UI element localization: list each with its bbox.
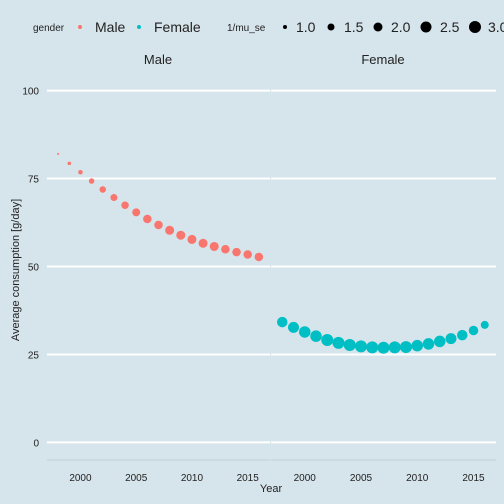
point-female xyxy=(480,320,489,329)
y-tick-label: 100 xyxy=(22,87,39,98)
point-female xyxy=(343,338,356,351)
y-tick-label: 0 xyxy=(33,438,39,449)
y-tick-label: 25 xyxy=(28,350,40,361)
legend-size-label-2: 1.5 xyxy=(344,19,364,35)
legend-size-key-2 xyxy=(327,23,335,31)
point-male xyxy=(57,152,60,155)
legend-size-key-5 xyxy=(469,21,481,33)
legend-size-label-5: 3.0 xyxy=(488,19,504,35)
x-tick-label: 2015 xyxy=(462,473,485,484)
legend-size-key-3 xyxy=(373,22,383,32)
y-axis-title: Average consumption [g/day] xyxy=(10,199,22,341)
point-female xyxy=(321,334,334,347)
legend: gender Male Female 1/mu_se 1.0 1.5 2.0 2… xyxy=(33,19,504,35)
facet-strip-female: Female xyxy=(361,52,404,67)
point-male xyxy=(67,161,72,166)
point-male xyxy=(78,169,83,175)
point-female xyxy=(411,339,423,352)
legend-size-title: 1/mu_se xyxy=(227,23,266,34)
point-male xyxy=(232,247,241,257)
point-male xyxy=(110,194,118,202)
point-male xyxy=(198,238,208,248)
point-female xyxy=(377,341,390,354)
legend-key-female xyxy=(137,25,141,29)
legend-size-label-4: 2.5 xyxy=(440,19,460,35)
point-male xyxy=(254,252,264,262)
x-tick-label: 2000 xyxy=(294,473,317,484)
x-axis-title: Year xyxy=(260,483,283,495)
point-male xyxy=(88,178,95,184)
point-female xyxy=(310,330,322,342)
legend-size-label-1: 1.0 xyxy=(296,19,316,35)
point-female xyxy=(332,336,345,349)
point-female xyxy=(445,333,457,345)
panel-female xyxy=(271,89,496,461)
point-male xyxy=(176,230,186,240)
point-male xyxy=(154,220,163,230)
point-male xyxy=(143,214,152,224)
x-tick-label: 2000 xyxy=(69,473,92,484)
point-female xyxy=(366,341,379,354)
point-female xyxy=(434,335,446,348)
point-female xyxy=(400,341,412,354)
point-female xyxy=(388,341,401,354)
legend-label-female: Female xyxy=(154,19,201,35)
point-male xyxy=(132,208,141,217)
point-female xyxy=(288,321,299,333)
legend-key-male xyxy=(78,25,82,29)
x-tick-label: 2015 xyxy=(237,473,260,484)
y-axis: 0 25 50 75 100 xyxy=(22,87,39,450)
x-tick-label: 2005 xyxy=(350,473,373,484)
point-male xyxy=(221,245,230,254)
x-tick-label: 2010 xyxy=(406,473,429,484)
legend-size-label-3: 2.0 xyxy=(391,19,411,35)
point-male xyxy=(99,186,106,193)
x-tick-label: 2005 xyxy=(125,473,148,484)
point-male xyxy=(209,241,219,251)
point-male xyxy=(165,225,175,235)
panel-male xyxy=(47,89,270,461)
point-female xyxy=(457,329,468,341)
y-tick-label: 50 xyxy=(28,263,40,274)
point-female xyxy=(277,316,288,328)
x-tick-label: 2010 xyxy=(181,473,204,484)
facet-strip-male: Male xyxy=(144,52,172,67)
legend-label-male: Male xyxy=(95,19,126,35)
legend-color-title: gender xyxy=(33,23,65,34)
y-tick-label: 75 xyxy=(28,175,40,186)
point-female xyxy=(468,325,479,336)
point-female xyxy=(299,326,311,338)
point-female xyxy=(422,338,435,350)
point-male xyxy=(243,250,252,259)
x-axis: 2000 2005 2010 2015 2000 2005 2010 2015 xyxy=(69,473,485,484)
legend-size-key-4 xyxy=(420,21,432,33)
point-male xyxy=(187,234,197,244)
legend-size-key-1 xyxy=(283,25,287,29)
point-male xyxy=(121,201,129,210)
point-female xyxy=(355,340,367,353)
